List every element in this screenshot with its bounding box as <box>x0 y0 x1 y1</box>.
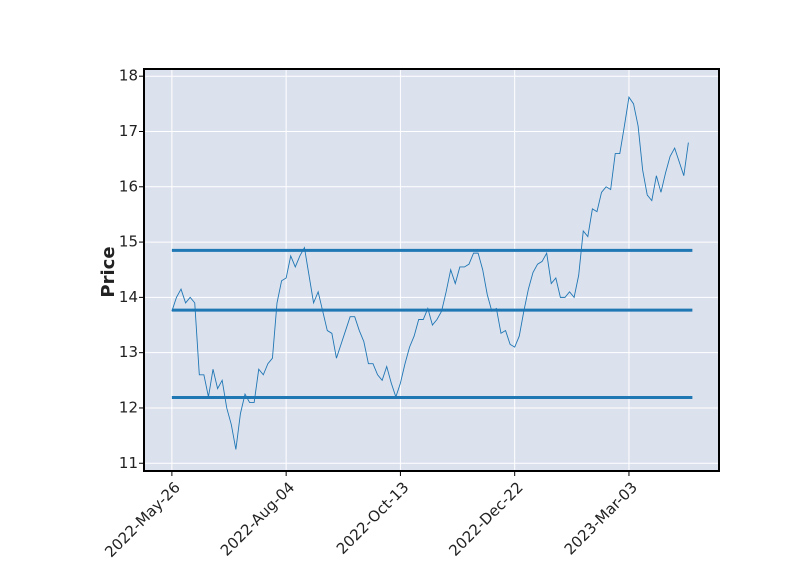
plot-area <box>144 69 719 471</box>
y-axis-label: Price <box>98 246 119 297</box>
y-tick-label: 14 <box>119 288 138 306</box>
y-tick-label: 11 <box>119 454 138 472</box>
x-tick-label: 2022-Aug-04 <box>217 478 298 559</box>
y-tick-label: 15 <box>119 233 138 251</box>
x-tick-label: 2023-Mar-03 <box>561 478 641 558</box>
plot-border <box>143 68 720 472</box>
x-tick-label: 2022-May-26 <box>101 478 184 561</box>
y-tick-label: 17 <box>119 122 138 140</box>
x-tick-label: 2022-Dec-22 <box>445 478 526 559</box>
y-tick-label: 12 <box>119 398 138 416</box>
y-tick-label: 13 <box>119 343 138 361</box>
y-tick-label: 18 <box>119 67 138 85</box>
x-tick-label: 2022-Oct-13 <box>333 478 413 558</box>
price-line <box>171 96 689 450</box>
y-tick-label: 16 <box>119 177 138 195</box>
